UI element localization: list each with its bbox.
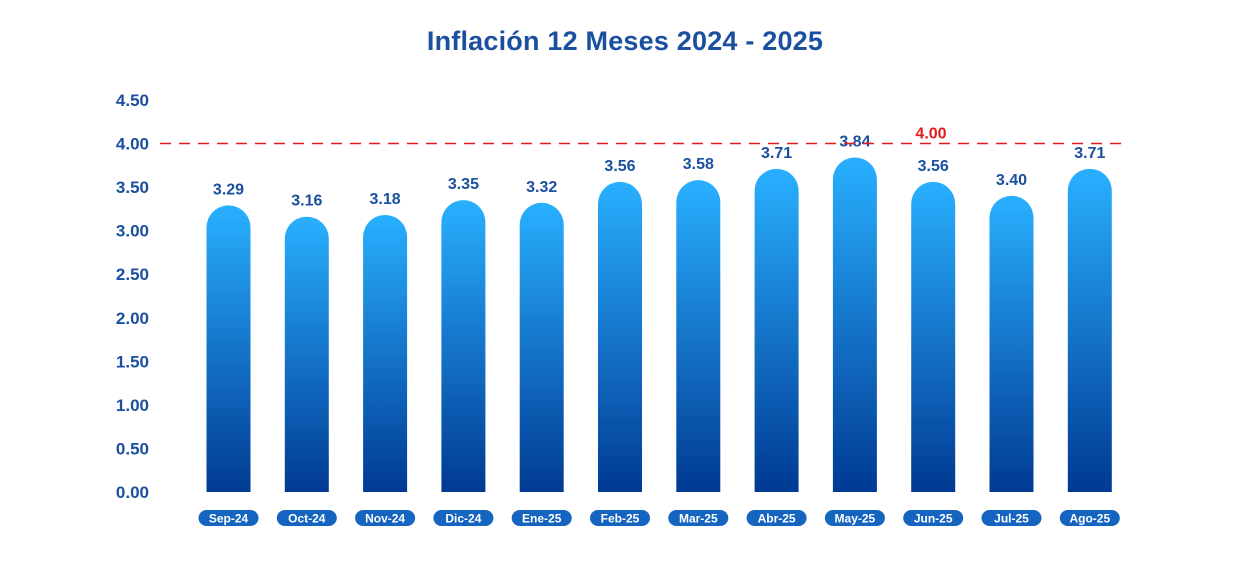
bar-sep-24 [206, 205, 251, 492]
data-label: 3.29 [213, 181, 244, 198]
x-tick-pill [433, 510, 494, 526]
x-axis-labels: Sep-24 Oct-24 Nov-24 Dic-24 Ene-25 Feb-25 Mar-… [198, 510, 1120, 526]
x-tick-label: Ene-25 [522, 512, 562, 526]
x-tick-label: Mar-25 [679, 512, 718, 526]
x-tick-pill [1059, 510, 1120, 526]
y-tick-label: 1.00 [116, 396, 149, 415]
x-tick-pill [511, 510, 572, 526]
x-tick-pill [590, 510, 650, 526]
x-tick-label: Dic-24 [445, 512, 481, 526]
x-tick-pill [746, 510, 807, 526]
x-tick-label: Jun-25 [914, 512, 953, 526]
y-tick-label: 0.00 [116, 483, 149, 502]
data-label: 3.58 [683, 156, 714, 173]
y-tick-label: 2.50 [116, 265, 149, 284]
data-label: 3.84 [839, 133, 870, 150]
x-tick-label: Abr-25 [758, 512, 796, 526]
bar-ene-25 [519, 202, 564, 492]
y-tick-label: 0.50 [116, 439, 149, 458]
x-tick-label: Sep-24 [209, 512, 249, 526]
x-tick-pill [668, 510, 729, 526]
data-label: 3.32 [526, 179, 557, 196]
data-label: 3.56 [918, 158, 949, 175]
bar-mar-25 [676, 180, 721, 493]
reference-line-group: 4.00 [160, 126, 1123, 145]
x-tick-label: Nov-24 [365, 512, 405, 526]
bar-jul-25 [989, 195, 1034, 492]
x-tick-pill [903, 510, 964, 526]
y-tick-label: 4.00 [116, 135, 149, 154]
x-tick-pill [198, 510, 259, 526]
data-label: 3.71 [1074, 145, 1105, 162]
data-label: 3.35 [448, 176, 479, 193]
data-label: 3.40 [996, 172, 1027, 189]
reference-line-label: 4.00 [915, 126, 946, 143]
bar-ago-25 [1067, 168, 1112, 492]
value-labels: 3.29 3.16 3.18 3.35 3.32 3.56 3.58 3.71 3.84 3.56… [213, 133, 1106, 209]
chart-title: Inflación 12 Meses 2024 - 2025 [426, 26, 824, 56]
x-tick-label: May-25 [835, 512, 876, 526]
y-tick-label: 1.50 [116, 352, 149, 371]
data-label: 3.18 [370, 191, 401, 208]
y-tick-label: 2.00 [116, 309, 149, 328]
y-tick-label: 3.00 [116, 222, 149, 241]
data-label: 3.16 [291, 193, 322, 210]
data-label: 3.71 [761, 145, 792, 162]
x-tick-label: Jul-25 [994, 512, 1029, 526]
y-tick-label: 3.50 [116, 178, 149, 197]
bar-abr-25 [754, 168, 799, 492]
bar-jun-25 [911, 181, 956, 492]
y-tick-label: 4.50 [116, 91, 149, 110]
bars [206, 157, 1112, 493]
x-tick-pill [981, 510, 1042, 526]
x-tick-pill [355, 510, 416, 526]
y-axis-ticks: 0.00 0.50 1.00 1.50 2.00 2.50 3.00 3.50 4.00 4.50 [116, 91, 149, 502]
bar-may-25 [832, 157, 877, 492]
x-tick-label: Oct-24 [288, 512, 326, 526]
bar-feb-25 [598, 181, 642, 492]
bar-oct-24 [284, 216, 329, 493]
x-tick-pill [276, 510, 337, 526]
bar-nov-24 [363, 214, 408, 492]
x-tick-label: Ago-25 [1069, 512, 1110, 526]
x-tick-label: Feb-25 [601, 512, 640, 526]
bar-dic-24 [441, 200, 486, 492]
x-tick-pill [824, 510, 885, 526]
data-label: 3.56 [604, 158, 635, 175]
